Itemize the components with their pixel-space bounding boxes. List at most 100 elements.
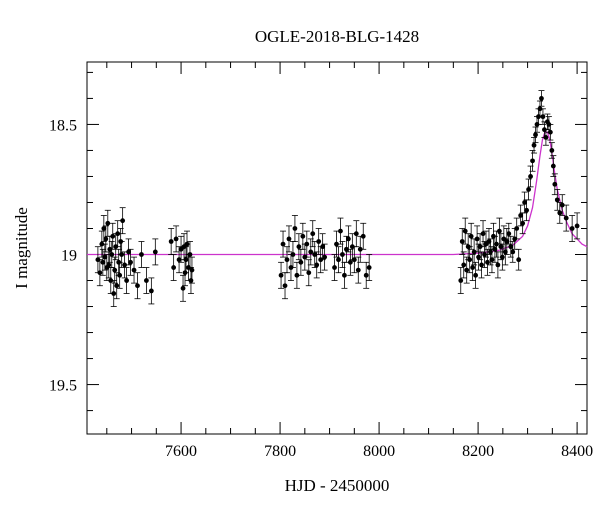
data-point xyxy=(510,249,516,255)
chart-title: OGLE-2018-BLG-1428 xyxy=(255,27,419,46)
data-point xyxy=(101,226,107,231)
data-point xyxy=(569,226,575,231)
data-point xyxy=(480,231,486,237)
data-point xyxy=(320,244,326,250)
data-point xyxy=(543,135,549,140)
data-point xyxy=(347,259,353,265)
data-point xyxy=(139,252,144,257)
data-point xyxy=(552,181,558,187)
data-point xyxy=(557,210,563,216)
data-point xyxy=(554,197,560,203)
y-tick-label: 19.5 xyxy=(49,378,77,395)
data-point xyxy=(464,267,470,273)
data-point xyxy=(496,228,502,234)
data-point xyxy=(306,270,312,276)
data-point xyxy=(171,265,177,270)
data-point xyxy=(168,239,174,244)
data-point xyxy=(499,254,505,260)
data-point xyxy=(563,215,569,221)
data-point xyxy=(514,226,520,231)
data-point xyxy=(314,262,320,268)
data-point xyxy=(540,114,546,120)
data-point xyxy=(468,233,474,239)
data-point xyxy=(531,142,537,148)
data-point xyxy=(131,267,137,273)
data-point xyxy=(109,252,115,257)
data-point xyxy=(342,272,347,278)
data-point xyxy=(504,239,510,244)
data-point xyxy=(106,262,112,268)
data-point xyxy=(355,267,361,273)
data-point xyxy=(332,265,337,270)
data-point xyxy=(462,228,468,234)
data-point xyxy=(100,259,106,265)
data-point xyxy=(338,228,343,234)
data-point xyxy=(336,257,341,263)
data-point xyxy=(322,254,328,260)
data-point xyxy=(110,233,116,239)
data-point xyxy=(526,187,531,192)
data-point xyxy=(300,233,306,239)
data-point xyxy=(294,272,300,278)
data-point xyxy=(485,259,490,265)
data-point xyxy=(278,272,284,278)
data-point xyxy=(528,174,533,179)
model-curve-group xyxy=(87,131,588,256)
data-point xyxy=(360,233,366,239)
data-point xyxy=(148,288,154,294)
y-axis-label: I magnitude xyxy=(12,207,31,289)
data-point xyxy=(461,262,467,268)
data-point xyxy=(495,262,501,268)
data-point xyxy=(334,241,339,247)
data-point xyxy=(282,283,288,289)
model-curve xyxy=(87,131,588,256)
data-point xyxy=(530,158,535,164)
data-point xyxy=(184,241,190,247)
data-point xyxy=(524,207,530,213)
data-point xyxy=(506,231,512,237)
data-point xyxy=(105,220,111,226)
data-point xyxy=(152,249,158,255)
data-point xyxy=(340,252,345,257)
data-point xyxy=(353,231,359,237)
data-point xyxy=(520,220,526,226)
data-point xyxy=(366,265,372,270)
x-tick-label: 8000 xyxy=(363,443,395,460)
data-point xyxy=(559,202,565,208)
data-point xyxy=(290,252,296,257)
data-point xyxy=(479,262,484,268)
data-point xyxy=(115,231,121,237)
data-points xyxy=(94,90,581,307)
data-point xyxy=(296,244,302,250)
x-tick-label: 8400 xyxy=(561,443,593,460)
data-point xyxy=(180,285,186,291)
data-point xyxy=(539,96,544,101)
data-point xyxy=(117,272,123,278)
axis-ticks xyxy=(87,62,587,434)
data-point xyxy=(183,257,189,263)
data-point xyxy=(351,257,357,263)
y-tick-label: 18.5 xyxy=(49,117,77,134)
data-point xyxy=(280,241,286,247)
data-point xyxy=(103,236,109,242)
data-point xyxy=(122,262,128,268)
x-tick-label: 7800 xyxy=(264,443,296,460)
data-point xyxy=(102,254,108,260)
data-point xyxy=(459,239,465,244)
data-point xyxy=(119,252,125,257)
data-point xyxy=(188,278,194,283)
data-point xyxy=(508,244,514,250)
data-point xyxy=(304,241,310,247)
data-point xyxy=(518,213,524,218)
data-point xyxy=(516,257,522,263)
x-axis-label: HJD - 2450000 xyxy=(285,476,390,495)
data-point xyxy=(144,278,149,283)
data-point xyxy=(474,236,480,242)
data-point xyxy=(458,278,464,283)
data-point xyxy=(473,272,479,278)
data-point xyxy=(111,291,117,296)
y-tick-label: 19 xyxy=(61,248,77,265)
data-point xyxy=(124,278,130,283)
x-tick-label: 7600 xyxy=(165,443,197,460)
data-point xyxy=(114,283,120,289)
